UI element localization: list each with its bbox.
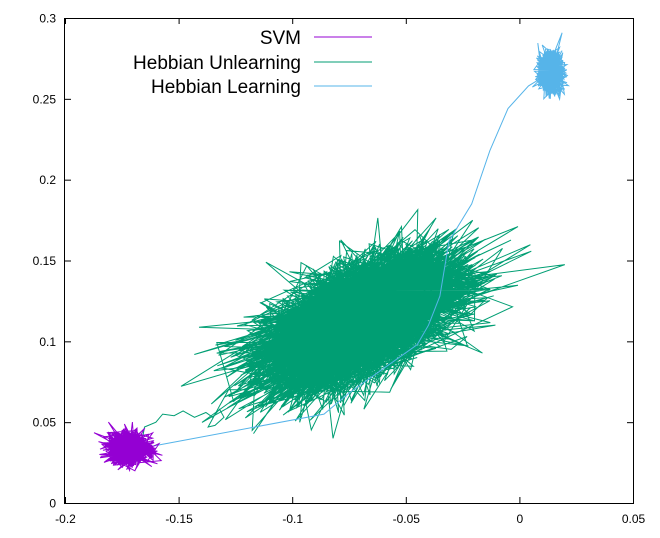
series-hebbian-unlearning-cluster <box>180 208 565 439</box>
series-hebbian-unlearning-excursion-upper <box>415 265 489 317</box>
y-tick-label: 0.05 <box>33 416 57 430</box>
legend: SVM Hebbian Unlearning Hebbian Learning <box>133 28 372 98</box>
legend-label: SVM <box>260 28 301 49</box>
legend-label: Hebbian Unlearning <box>133 53 301 74</box>
x-tick-label: -0.1 <box>282 512 303 526</box>
y-tick-label: 0 <box>49 497 56 511</box>
series-hebbian-unlearning-excursion <box>389 336 468 367</box>
y-tick-label: 0.2 <box>39 173 56 187</box>
series-svm-path <box>133 442 152 449</box>
series-svm <box>93 421 163 473</box>
ticks-layer: -0.2 -0.15 -0.1 -0.05 0 0.05 0 0.05 0.1 0.15 0.2 0.… <box>33 12 646 527</box>
series-hebbian-unlearning <box>141 208 565 440</box>
series-svm-cluster <box>93 421 163 473</box>
x-tick-label: 0.05 <box>622 512 646 526</box>
series-hebbian-learning <box>132 32 571 455</box>
x-tick-label: -0.05 <box>393 512 421 526</box>
data-layer <box>93 32 571 473</box>
legend-label: Hebbian Learning <box>151 77 301 98</box>
series-hebbian-learning-cluster <box>532 32 571 102</box>
y-tick-label: 0.3 <box>39 12 56 26</box>
x-tick-label: -0.15 <box>165 512 193 526</box>
y-tick-label: 0.1 <box>39 335 56 349</box>
y-tick-label: 0.25 <box>33 92 57 106</box>
plot-frame <box>64 18 634 504</box>
x-tick-label: -0.2 <box>55 512 76 526</box>
x-tick-label: 0 <box>517 512 524 526</box>
y-tick-label: 0.15 <box>33 254 57 268</box>
series-hebbian-learning-path <box>132 75 545 455</box>
